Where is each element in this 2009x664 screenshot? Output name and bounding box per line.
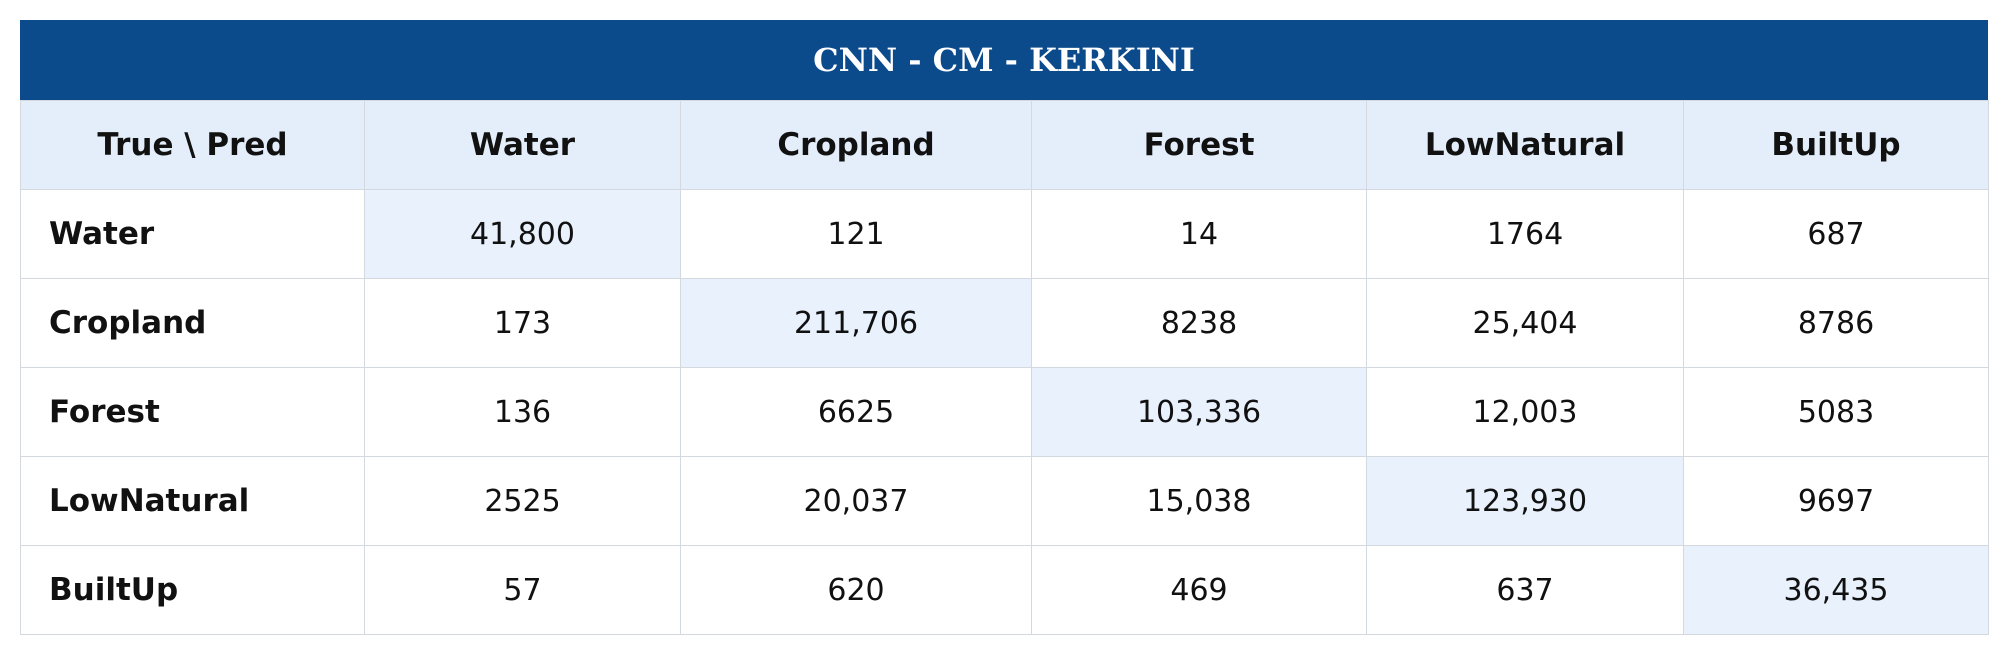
cell: 469 xyxy=(1031,545,1367,635)
header-row: True \ Pred Water Cropland Forest LowNatural… xyxy=(20,100,1989,190)
cell: 9697 xyxy=(1683,456,1989,546)
cell: 6625 xyxy=(680,367,1032,457)
cell: 123,930 xyxy=(1366,456,1684,546)
cell: 121 xyxy=(680,189,1032,279)
column-header: Cropland xyxy=(680,100,1032,190)
cell: 211,706 xyxy=(680,278,1032,368)
cell: 20,037 xyxy=(680,456,1032,546)
table-row: BuiltUp 57 620 469 637 36,435 xyxy=(20,545,1989,635)
cell: 1764 xyxy=(1366,189,1684,279)
row-header: Cropland xyxy=(20,278,365,368)
row-header: LowNatural xyxy=(20,456,365,546)
cell: 136 xyxy=(364,367,681,457)
cell: 14 xyxy=(1031,189,1367,279)
confusion-matrix: CNN - CM - KERKINI True \ Pred Water Cropl… xyxy=(20,20,1989,635)
column-header: LowNatural xyxy=(1366,100,1684,190)
cell: 15,038 xyxy=(1031,456,1367,546)
cell: 8238 xyxy=(1031,278,1367,368)
matrix-table: True \ Pred Water Cropland Forest LowNatural… xyxy=(20,100,1989,635)
row-header: Forest xyxy=(20,367,365,457)
cell: 620 xyxy=(680,545,1032,635)
column-header: Forest xyxy=(1031,100,1367,190)
cell: 12,003 xyxy=(1366,367,1684,457)
row-header: BuiltUp xyxy=(20,545,365,635)
cell: 8786 xyxy=(1683,278,1989,368)
cell: 5083 xyxy=(1683,367,1989,457)
cell: 173 xyxy=(364,278,681,368)
table-row: LowNatural 2525 20,037 15,038 123,930 9697 xyxy=(20,456,1989,546)
cell: 2525 xyxy=(364,456,681,546)
column-header: BuiltUp xyxy=(1683,100,1989,190)
table-row: Forest 136 6625 103,336 12,003 5083 xyxy=(20,367,1989,457)
table-body: Water 41,800 121 14 1764 687 Cropland 173 211,70… xyxy=(20,189,1989,635)
cell: 57 xyxy=(364,545,681,635)
cell: 637 xyxy=(1366,545,1684,635)
column-header: True \ Pred xyxy=(20,100,365,190)
table-title: CNN - CM - KERKINI xyxy=(20,20,1988,100)
cell: 25,404 xyxy=(1366,278,1684,368)
cell: 36,435 xyxy=(1683,545,1989,635)
column-header: Water xyxy=(364,100,681,190)
table-row: Water 41,800 121 14 1764 687 xyxy=(20,189,1989,279)
cell: 41,800 xyxy=(364,189,681,279)
cell: 103,336 xyxy=(1031,367,1367,457)
table-row: Cropland 173 211,706 8238 25,404 8786 xyxy=(20,278,1989,368)
cell: 687 xyxy=(1683,189,1989,279)
row-header: Water xyxy=(20,189,365,279)
